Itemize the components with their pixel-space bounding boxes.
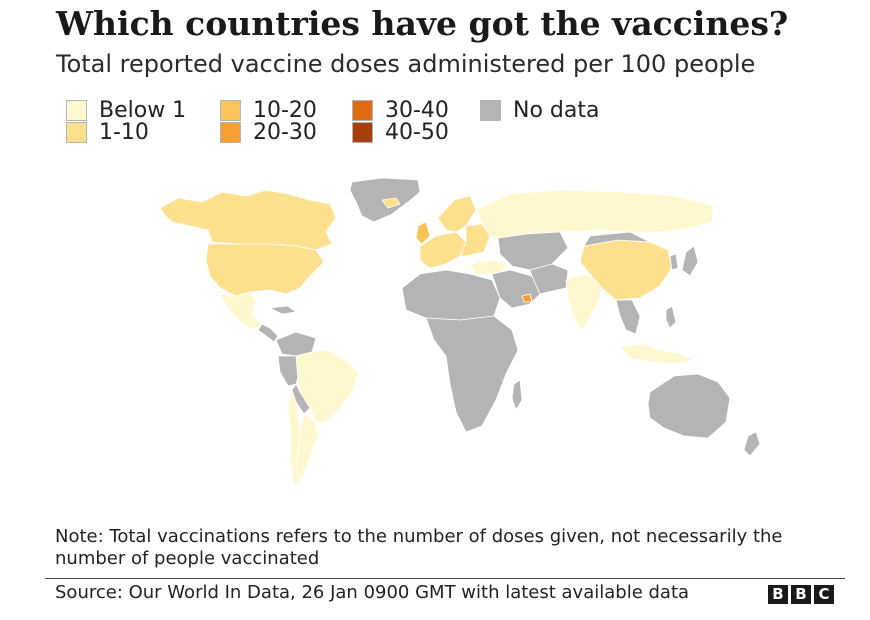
legend-swatch-20-30	[220, 122, 241, 143]
legend-swatch-10-20	[220, 100, 241, 121]
map-uk[interactable]	[415, 221, 431, 245]
map-russia[interactable]	[475, 189, 715, 239]
legend-item-below-1: Below 1	[66, 98, 186, 123]
legend-swatch-30-40	[352, 100, 373, 121]
legend-label-30-40: 30-40	[385, 98, 449, 123]
map-japan[interactable]	[681, 245, 699, 277]
map-australia[interactable]	[647, 373, 731, 439]
map-caribbean[interactable]	[268, 305, 298, 315]
map-iran[interactable]	[529, 263, 569, 295]
map-uae[interactable]	[521, 293, 533, 303]
map-india[interactable]	[565, 273, 603, 333]
footer-divider	[45, 578, 845, 579]
map-central-asia[interactable]	[497, 231, 569, 271]
legend-item-10-20: 10-20	[220, 98, 317, 123]
map-philippines[interactable]	[665, 305, 677, 329]
legend-swatch-1-10	[66, 122, 87, 143]
legend-label-1-10: 1-10	[99, 120, 149, 145]
note-text: Note: Total vaccinations refers to the n…	[55, 526, 783, 569]
bbc-logo-letter-3: C	[814, 585, 834, 604]
map-turkey[interactable]	[469, 259, 509, 275]
legend-label-20-30: 20-30	[253, 120, 317, 145]
chart-title: Which countries have got the vaccines?	[56, 4, 789, 43]
chart-subtitle: Total reported vaccine doses administere…	[56, 50, 756, 78]
map-korea[interactable]	[669, 253, 679, 271]
bbc-logo-letter-1: B	[768, 585, 788, 604]
map-sub-saharan-africa[interactable]	[425, 315, 519, 433]
source-text: Source: Our World In Data, 26 Jan 0900 G…	[55, 582, 690, 603]
map-chile[interactable]	[287, 388, 301, 485]
legend-label-below-1: Below 1	[99, 98, 187, 123]
legend-item-30-40: 30-40	[352, 98, 449, 123]
map-madagascar[interactable]	[511, 379, 523, 411]
map-north-africa[interactable]	[401, 269, 501, 321]
legend: Below 1 1-10 10-20 20-30 30-40 40-50 No …	[56, 94, 676, 145]
legend-swatch-40-50	[352, 122, 373, 143]
map-scandinavia[interactable]	[437, 195, 477, 233]
legend-label-no-data: No data	[513, 98, 600, 123]
bbc-logo-letter-2: B	[791, 585, 811, 604]
legend-swatch-no-data	[480, 100, 501, 121]
map-usa[interactable]	[205, 243, 325, 297]
legend-label-10-20: 10-20	[253, 98, 317, 123]
world-map	[159, 177, 761, 485]
legend-item-40-50: 40-50	[352, 120, 449, 145]
legend-item-20-30: 20-30	[220, 120, 317, 145]
map-indonesia[interactable]	[619, 343, 696, 365]
legend-label-40-50: 40-50	[385, 120, 449, 145]
map-mongolia[interactable]	[583, 231, 651, 247]
map-central-america[interactable]	[257, 323, 279, 343]
map-southeast-asia[interactable]	[615, 299, 641, 335]
legend-swatch-below-1	[66, 100, 87, 121]
map-new-zealand[interactable]	[743, 431, 761, 457]
bbc-logo: B B C	[768, 585, 834, 604]
map-canada[interactable]	[159, 189, 337, 251]
map-mexico[interactable]	[219, 291, 263, 331]
legend-item-no-data: No data	[480, 98, 599, 123]
map-iceland[interactable]	[381, 197, 401, 209]
legend-item-1-10: 1-10	[66, 120, 149, 145]
